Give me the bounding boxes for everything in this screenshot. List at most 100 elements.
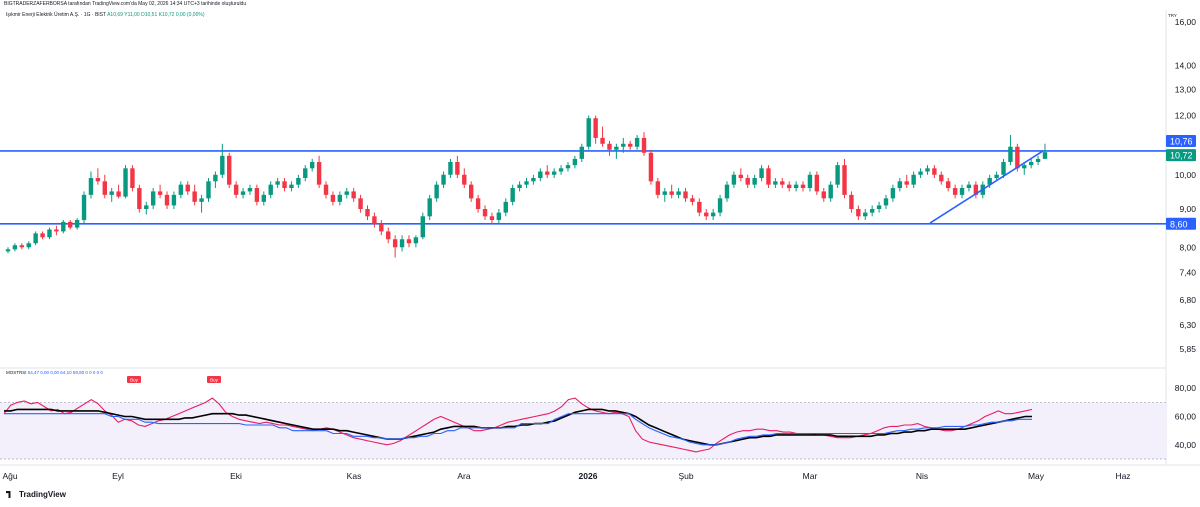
price-tick-label: 12,00 bbox=[1175, 110, 1197, 120]
candle bbox=[54, 225, 59, 236]
price-tick-label: 8,00 bbox=[1179, 242, 1196, 252]
candle bbox=[254, 184, 260, 206]
candle bbox=[807, 171, 813, 192]
price-tick-label: 6,80 bbox=[1179, 295, 1196, 305]
candle bbox=[863, 208, 868, 221]
price-tick-label: 6,30 bbox=[1179, 320, 1196, 330]
candle bbox=[607, 140, 612, 156]
candle bbox=[455, 155, 460, 179]
svg-text:10,72: 10,72 bbox=[1170, 151, 1193, 161]
candle bbox=[47, 227, 52, 240]
candle bbox=[61, 220, 66, 234]
tradingview-logo-text: TradingView bbox=[19, 490, 66, 499]
time-tick-label: 2026 bbox=[579, 471, 598, 481]
candle bbox=[192, 184, 197, 206]
candle bbox=[171, 191, 177, 209]
candle bbox=[199, 194, 204, 213]
candle bbox=[655, 178, 661, 199]
price-tick-label: 13,00 bbox=[1175, 84, 1197, 94]
candle bbox=[551, 168, 557, 179]
candle bbox=[296, 174, 301, 189]
candle bbox=[503, 198, 508, 217]
candle bbox=[268, 181, 273, 199]
candle bbox=[593, 115, 598, 144]
candle bbox=[316, 155, 322, 189]
tradingview-logo[interactable]: TradingView bbox=[6, 490, 66, 499]
candle bbox=[628, 140, 633, 150]
candle bbox=[800, 181, 806, 192]
candle bbox=[793, 181, 799, 192]
candle bbox=[303, 165, 308, 182]
time-tick-label: Eki bbox=[230, 471, 242, 481]
candle bbox=[358, 194, 363, 213]
candle bbox=[911, 171, 916, 189]
horizontal-levels bbox=[0, 150, 1166, 225]
axes: 16,00 14,00 13,00 12,00 10,00 9,00 8,00 7,40 6,8… bbox=[2, 17, 1196, 481]
candle bbox=[40, 231, 45, 240]
candle bbox=[973, 181, 979, 199]
time-tick-label: Nis bbox=[916, 471, 928, 481]
candle bbox=[517, 181, 522, 192]
level-low-label: 8,60 bbox=[1166, 217, 1196, 230]
candle bbox=[233, 181, 239, 199]
candle bbox=[475, 194, 481, 213]
time-tick-label: Ara bbox=[457, 471, 471, 481]
candle bbox=[883, 194, 889, 209]
symbol-interval: 1G bbox=[83, 12, 91, 18]
candle bbox=[164, 191, 170, 209]
candle bbox=[413, 235, 419, 248]
candle bbox=[379, 220, 384, 236]
candle bbox=[102, 174, 107, 199]
candle bbox=[427, 194, 432, 221]
symbol-name: Işıkmir Enerji Elektrik Üretim A.Ş. bbox=[6, 12, 80, 18]
candle bbox=[766, 165, 771, 189]
candle bbox=[662, 188, 667, 202]
candle bbox=[123, 165, 128, 199]
candle bbox=[683, 188, 688, 202]
candle bbox=[441, 171, 446, 189]
candle bbox=[482, 205, 488, 221]
candle bbox=[240, 188, 246, 199]
candle bbox=[1042, 143, 1048, 159]
candle bbox=[828, 181, 833, 202]
candle bbox=[634, 135, 640, 150]
rsi-tick-label: 40,00 bbox=[1175, 440, 1197, 450]
candle bbox=[19, 243, 25, 250]
candle bbox=[344, 188, 349, 199]
candle bbox=[531, 174, 536, 185]
candle bbox=[1001, 158, 1006, 179]
candles bbox=[5, 115, 1048, 258]
price-tick-label: 10,00 bbox=[1175, 170, 1197, 180]
candle bbox=[690, 194, 695, 206]
candle bbox=[586, 115, 591, 150]
candle bbox=[462, 168, 467, 189]
candle bbox=[717, 194, 723, 217]
candle bbox=[724, 181, 730, 202]
candle bbox=[966, 181, 972, 192]
candle bbox=[918, 168, 923, 179]
candle bbox=[641, 132, 647, 156]
candle bbox=[545, 165, 550, 179]
candle bbox=[745, 174, 750, 189]
candle bbox=[372, 212, 377, 228]
candle bbox=[330, 191, 336, 206]
candle bbox=[952, 184, 958, 199]
candle bbox=[206, 178, 211, 202]
svg-text:10,76: 10,76 bbox=[1170, 136, 1193, 146]
candle bbox=[130, 165, 135, 192]
candle bbox=[697, 198, 702, 217]
candle bbox=[337, 191, 343, 206]
candle bbox=[109, 188, 114, 202]
candle bbox=[386, 227, 391, 244]
candle bbox=[849, 191, 854, 213]
candle bbox=[309, 158, 315, 172]
candle bbox=[579, 143, 585, 163]
candle bbox=[842, 158, 847, 199]
candle bbox=[869, 205, 875, 217]
candle bbox=[1022, 162, 1027, 175]
candle bbox=[227, 152, 232, 189]
candle bbox=[1028, 158, 1034, 169]
time-tick-label: Şub bbox=[678, 471, 693, 481]
candle bbox=[68, 220, 73, 230]
